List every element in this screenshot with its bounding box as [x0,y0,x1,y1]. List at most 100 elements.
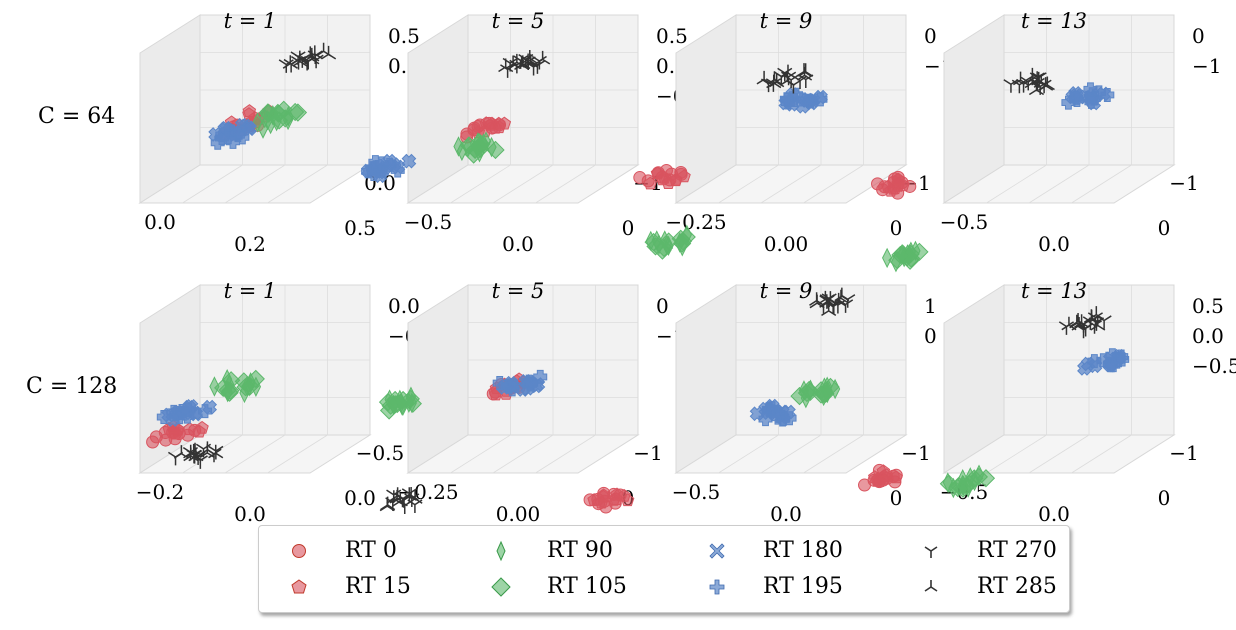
z-tick-label: 0 [924,24,937,48]
plus-marker [1083,82,1098,97]
plus-marker [813,92,828,107]
cluster-rt105 [790,377,840,406]
cluster-rt105 [258,100,308,130]
cluster-rt105 [459,133,505,164]
legend-label: RT 105 [547,574,627,599]
legend-label: RT 180 [763,538,843,563]
cluster-rt15 [471,116,512,139]
cluster-rt15 [868,464,903,487]
subplot-c64-t=13: t = 13 −0.5 0.0 0 −1 0 −1 [871,9,1221,273]
diamond-marker [401,389,420,409]
legend-item-rt15: RT 15 [287,572,487,602]
subplots-canvas: t = 10.00.20.50.00.50.0t = 5−0.50.00−10.… [136,9,1236,525]
legend-label: RT 0 [345,538,397,563]
cluster-rt285 [282,42,337,69]
diamond-marker [646,237,665,256]
legend-label: RT 15 [345,574,411,599]
subplot-title: t = 5 [492,9,545,33]
y-tick-label: 0 [890,486,903,510]
gridline [760,434,822,474]
gridline [267,164,328,204]
diamond-marker [969,467,989,487]
pentagon-marker [183,422,197,436]
y-tick-label: −1 [1169,171,1198,195]
y-tick-label: 0.0 [344,486,376,510]
pentagon-marker [651,166,665,180]
tri-up-marker [1070,313,1086,327]
diamond-marker [901,244,920,264]
x-tick-label: 0.0 [1038,232,1070,256]
tri-up-marker [766,71,783,85]
x-marker-icon [709,543,725,559]
plus-marker [1111,353,1126,368]
plus-marker [390,163,405,178]
gridline [1028,164,1090,204]
diamond-marker-icon [491,577,511,597]
subplot-title: t = 13 [1021,9,1087,33]
diamond-marker [221,381,240,400]
row-label-c64: C = 64 [38,104,116,129]
cluster-rt105 [888,242,929,270]
pentagon-marker-icon [291,579,307,594]
cluster-rt195 [492,369,548,397]
x-tick-label: 0.2 [234,232,266,256]
plus-marker [1087,354,1102,369]
x-tick-label: 0.0 [1038,502,1070,525]
z-tick-label: 0.0 [388,294,420,318]
plus-marker-icon [709,579,725,595]
x-tick-label: 0.0 [770,502,802,525]
diamond-marker [285,102,305,122]
tri-up-marker [1029,71,1045,85]
diamond-marker [677,227,696,247]
tri-up-marker [1090,317,1106,331]
z-tick-label: −1 [1192,54,1221,78]
y-tick-label: −0.5 [356,441,405,465]
legend-label: RT 270 [977,538,1057,563]
z-tick-label: 0 [924,324,937,348]
diamond-marker [386,395,405,414]
pentagon-marker [889,470,903,484]
x-tick-label: 0.0 [502,232,534,256]
cluster-rt195 [779,87,828,110]
tri-up-marker [505,55,521,70]
z-tick-label: 0.5 [388,24,420,48]
cluster-rt285 [379,486,423,512]
plus-marker [374,156,389,171]
cluster-rt195 [1061,82,1115,110]
subplot-title: t = 9 [760,9,813,33]
diamond-marker [801,382,820,402]
pentagon-marker [242,104,257,117]
legend-item-rt180: RT 180 [705,536,905,566]
legend-label: RT 90 [547,538,613,563]
subplot-c128-t=13: t = 13−0.50.00−10.50.0−0.5 [858,279,1236,525]
tri-up-marker [186,443,202,458]
legend-label: RT 285 [977,574,1057,599]
legend-item-rt270: RT 270 [919,536,1119,566]
tri-up-marker [401,487,417,501]
gridline [182,434,243,474]
plus-marker [533,369,548,384]
pentagon-marker [876,464,891,478]
gridline [718,434,779,474]
cluster-rt195 [156,403,212,425]
tri-up-marker [1012,71,1029,86]
pentagon-marker [643,176,658,190]
gridline [1071,434,1132,474]
z-tick-label: 0.5 [656,24,688,48]
tri-up-marker [292,50,308,65]
x-tick-label: 0.00 [764,232,809,256]
x-tick-label: 0.0 [144,210,176,234]
tri-up-marker [1039,76,1055,91]
cluster-rt285 [1061,306,1106,331]
gridline [1071,164,1132,204]
gridline [760,164,822,204]
subplot-c64-t=9: t = 9−0.250.000−10−1 [633,9,953,260]
tri-up-marker [208,444,224,459]
plus-marker [765,401,780,416]
z-tick-label: 1 [924,294,937,318]
subplot-title: t = 1 [224,279,277,303]
x-tick-label: −0.5 [404,210,453,234]
tri-up-marker [798,63,814,77]
plus-marker [235,130,250,145]
cluster-rt195 [210,124,250,150]
